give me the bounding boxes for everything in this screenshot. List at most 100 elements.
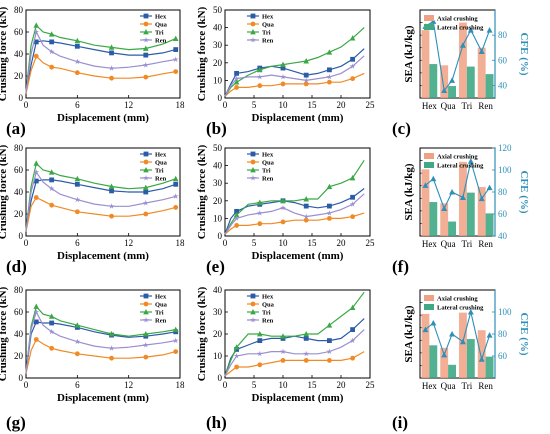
x-axis-label: Displacement (mm): [57, 112, 149, 124]
x-tick-label: 18: [176, 238, 186, 248]
marker-hex-0-6: [74, 43, 80, 49]
legend-label-hex: Hex: [262, 151, 274, 158]
y-tick-label: 20: [14, 71, 24, 81]
plot-frame: [224, 147, 371, 237]
marker-tri-0-10: [142, 45, 149, 51]
series-line-hex: [224, 188, 365, 235]
marker-qua-0-10: [143, 74, 149, 80]
y2-tick-label: 60: [498, 55, 508, 65]
marker-hex-0-4: [49, 39, 55, 45]
marker-qua-1-leg1: [250, 21, 256, 27]
y-tick-label: 40: [213, 23, 223, 33]
marker-hex-4-12: [350, 194, 355, 200]
marker-tri-7-6: [280, 333, 286, 339]
x-tick-label: 15: [308, 100, 318, 110]
y-tick-label: 30: [213, 178, 223, 188]
legend-label-qua: Qua: [262, 21, 275, 28]
marker-ren-4-12: [349, 201, 356, 207]
category-label: Qua: [441, 239, 456, 249]
marker-ren-1-12: [349, 63, 356, 69]
x-tick-label: 5: [252, 100, 257, 110]
y2-axis-label: CFE (%): [518, 312, 530, 355]
x-tick-label: 0: [223, 238, 228, 248]
bar-axial: [459, 312, 467, 378]
cfe-marker: [459, 194, 466, 200]
bar-lateral: [485, 356, 494, 378]
marker-tri-1-4: [257, 66, 263, 73]
bar-lateral: [485, 74, 494, 98]
x-axis-label: Displacement (mm): [252, 112, 344, 124]
marker-tri-3-12: [172, 175, 179, 182]
marker-qua-1-10: [327, 79, 332, 85]
marker-ren-3-10: [142, 199, 149, 206]
marker-tri-1-6: [280, 61, 286, 67]
cfe-marker: [430, 320, 437, 326]
y-tick-label: 20: [213, 196, 223, 206]
x-tick-label: 20: [337, 238, 347, 248]
marker-qua-7-2: [234, 364, 240, 370]
legend-label-tri: Tri: [262, 29, 271, 36]
marker-ren-0-10: [142, 61, 149, 68]
bar-axial: [477, 330, 486, 378]
y-axis-label: Crushing force (kN): [196, 6, 208, 101]
marker-qua-6-2: [33, 337, 39, 342]
cfe-marker: [478, 195, 485, 202]
series-line-tri: [224, 159, 365, 235]
legend-label-tri: Tri: [262, 309, 271, 316]
marker-qua-6-8: [109, 355, 114, 361]
y2-axis-label: CFE (%): [518, 32, 530, 75]
marker-hex-6-leg0: [143, 293, 149, 299]
marker-qua-3-2: [33, 195, 39, 200]
panel-label: (i): [392, 413, 408, 432]
marker-tri-6-12: [172, 326, 179, 332]
y-tick-label: 60: [14, 27, 24, 37]
x-tick-label: 10: [279, 100, 289, 110]
x-axis-label: Displacement (mm): [57, 250, 149, 262]
x-tick-label: 12: [124, 380, 133, 390]
cfe-marker: [478, 356, 485, 362]
marker-qua-4-10: [327, 216, 332, 221]
marker-hex-7-leg0: [250, 293, 256, 299]
series-line-ren: [224, 193, 365, 235]
marker-tri-4-10: [326, 183, 333, 190]
x-tick-label: 5: [252, 238, 257, 248]
marker-ren-4-2: [233, 215, 240, 221]
y2-tick-label: 80: [498, 329, 508, 339]
marker-ren-7-leg3: [250, 316, 256, 323]
marker-tri-4-12: [349, 174, 356, 181]
marker-tri-6-6: [74, 322, 81, 328]
legend-swatch-lateral: [424, 162, 434, 168]
marker-tri-6-leg2: [143, 309, 149, 315]
y2-tick-label: 100: [498, 307, 512, 317]
marker-hex-6-4: [49, 320, 55, 326]
marker-ren-6-6: [74, 338, 81, 345]
y-tick-label: 0: [218, 373, 223, 383]
marker-ren-7-12: [349, 337, 356, 344]
bar-lateral: [448, 364, 456, 378]
y-axis-label: SEA (kJ/kg): [403, 305, 415, 362]
panel-label: (h): [206, 413, 227, 432]
bar-axial: [440, 347, 449, 378]
marker-ren-1-leg3: [250, 36, 256, 43]
marker-ren-0-leg3: [143, 36, 149, 43]
marker-ren-6-10: [142, 341, 149, 348]
marker-ren-3-12: [172, 193, 179, 199]
marker-tri-1-8: [303, 58, 309, 64]
y-tick-label: 50: [213, 5, 223, 15]
marker-hex-0-12: [173, 47, 179, 52]
plot-frame: [224, 289, 371, 379]
y-tick-label: 60: [14, 165, 24, 175]
marker-tri-6-8: [108, 331, 115, 337]
x-tick-label: 12: [124, 100, 133, 110]
marker-qua-3-leg1: [143, 159, 149, 165]
marker-qua-0-leg1: [143, 21, 149, 27]
marker-ren-4-leg3: [250, 174, 256, 181]
category-label: Tri: [462, 101, 473, 111]
marker-tri-7-12: [349, 304, 356, 310]
bar-lateral: [429, 64, 438, 98]
marker-qua-6-6: [74, 351, 80, 357]
legend-label-ren: Ren: [155, 317, 167, 324]
category-label: Tri: [462, 239, 473, 249]
bar-lateral: [429, 345, 438, 378]
marker-hex-1-8: [303, 72, 309, 78]
